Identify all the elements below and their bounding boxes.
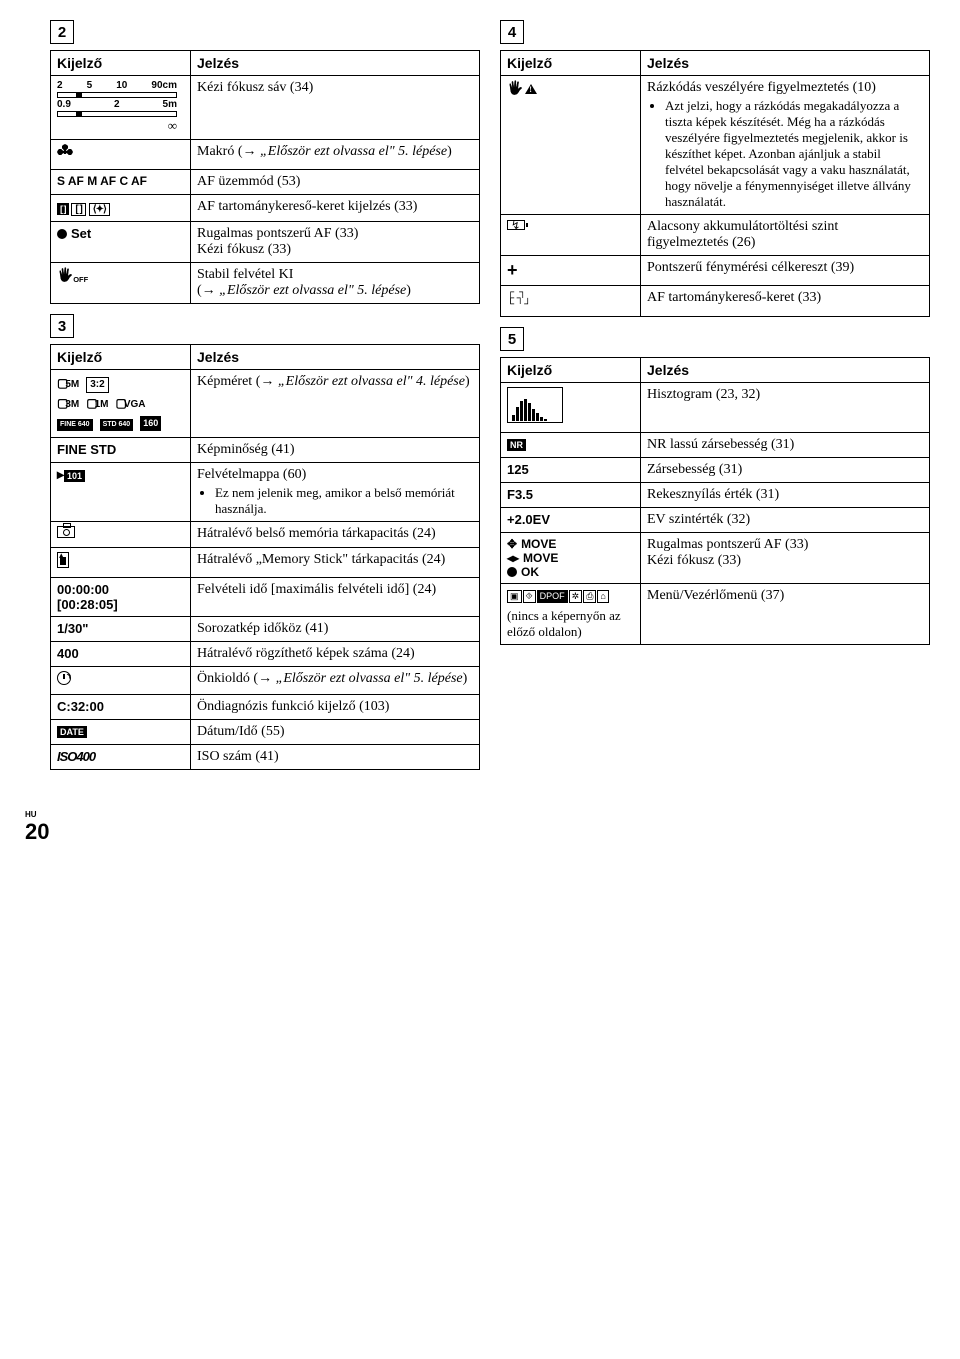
self-timer-icon xyxy=(57,671,71,685)
image-size-icons: 5M 3:2 3M 1M VGA FINE 640 STD 640 160 xyxy=(51,370,191,438)
extra-note: (nincs a képernyőn az előző oldalon) xyxy=(507,608,634,640)
table-row: C:32:00Öndiagnózis funkció kijelző (103) xyxy=(51,694,480,719)
right-column: 4 KijelzőJelzés Rázkódás veszélyére figy… xyxy=(500,20,930,780)
table-section-3: KijelzőJelzés 5M 3:2 3M 1M VGA FINE 640 … xyxy=(50,344,480,770)
af-mode-icon: S AF M AF C AF xyxy=(51,170,191,195)
table-section-4: KijelzőJelzés Rázkódás veszélyére figyel… xyxy=(500,50,930,317)
page-number: HU 20 xyxy=(25,810,930,845)
table-row: Hátralévő „Memory Stick" tárkapacitás (2… xyxy=(51,547,480,577)
table-row: Makró (→ „Először ezt olvassa el" 5. lép… xyxy=(51,140,480,170)
nr-icon: NR xyxy=(507,439,526,451)
section-number-2: 2 xyxy=(50,20,74,44)
table-row: +2.0EVEV szintérték (32) xyxy=(501,508,930,533)
focus-bar-icon: 251090cm 0.925m ∞ xyxy=(57,80,177,134)
table-row: Hátralévő belső memória tárkapacitás (24… xyxy=(51,521,480,547)
af-bracket-icons: [ ] [ ] ⟨✦⟩ xyxy=(57,199,110,215)
table-section-2: KijelzőJelzés 251090cm 0.925m ∞ Kézi fók… xyxy=(50,50,480,304)
internal-memory-icon xyxy=(57,526,75,538)
shake-warning-icon xyxy=(507,80,537,97)
flex-spot-set-icon: Set xyxy=(57,226,91,241)
menu-strip-icon: ▣⯑DPOF✲⎙⌂ xyxy=(507,590,609,603)
table-row: ISO400ISO szám (41) xyxy=(51,744,480,769)
table-row: DATEDátum/Idő (55) xyxy=(51,719,480,744)
table-row: F3.5Rekesznyílás érték (31) xyxy=(501,483,930,508)
table-row: 251090cm 0.925m ∞ Kézi fókusz sáv (34) xyxy=(51,76,480,140)
note-text: Azt jelzi, hogy a rázkódás megakadályozz… xyxy=(665,98,923,210)
table-row: S AF M AF C AF AF üzemmód (53) xyxy=(51,170,480,195)
table-row: +Pontszerű fénymérési célkereszt (39) xyxy=(501,256,930,286)
note-text: Ez nem jelenik meg, amikor a belső memór… xyxy=(215,485,473,517)
table-row: 1/30"Sorozatkép időköz (41) xyxy=(51,616,480,641)
table-row: OFF Stabil felvétel KI (→ „Először ezt o… xyxy=(51,263,480,304)
section-number-3: 3 xyxy=(50,314,74,338)
col-display: Kijelző xyxy=(51,51,191,76)
table-row: Önkioldó (→ „Először ezt olvassa el" 5. … xyxy=(51,666,480,694)
histogram-icon xyxy=(507,387,563,423)
battery-low-icon xyxy=(507,220,525,230)
rec-folder-icon xyxy=(57,468,64,483)
section-number-4: 4 xyxy=(500,20,524,44)
left-column: 2 KijelzőJelzés 251090cm 0.925m ∞ Kézi f… xyxy=(50,20,480,780)
table-row: 5M 3:2 3M 1M VGA FINE 640 STD 640 160 Ké… xyxy=(51,370,480,438)
table-row: 101 Felvételmappa (60) Ez nem jelenik me… xyxy=(51,462,480,521)
table-row: NRNR lassú zársebesség (31) xyxy=(501,433,930,458)
table-row: ▣⯑DPOF✲⎙⌂ (nincs a képernyőn az előző ol… xyxy=(501,584,930,645)
table-row: Rázkódás veszélyére figyelmeztetés (10) … xyxy=(501,76,930,215)
table-row: ✥MOVE ◂▸MOVE OK Rugalmas pontszerű AF (3… xyxy=(501,533,930,584)
table-row: [ ] [ ] ⟨✦⟩ AF tartománykereső-keret kij… xyxy=(51,195,480,222)
date-icon: DATE xyxy=(57,726,87,738)
table-row: 400Hátralévő rögzíthető képek száma (24) xyxy=(51,641,480,666)
table-row: Hisztogram (23, 32) xyxy=(501,383,930,433)
page-columns: 2 KijelzőJelzés 251090cm 0.925m ∞ Kézi f… xyxy=(50,20,930,780)
meaning-text: Kézi fókusz sáv (34) xyxy=(191,76,480,140)
memory-stick-icon xyxy=(57,552,69,568)
move-ok-icons: ✥MOVE ◂▸MOVE OK xyxy=(501,533,641,584)
table-row: Set Rugalmas pontszerű AF (33) Kézi fóku… xyxy=(51,222,480,263)
table-row: 00:00:00 [00:28:05]Felvételi idő [maximá… xyxy=(51,577,480,616)
col-meaning: Jelzés xyxy=(191,51,480,76)
table-row: 125Zársebesség (31) xyxy=(501,458,930,483)
table-section-5: KijelzőJelzés Hisztogram (23, 32) NRNR l… xyxy=(500,357,930,645)
table-row: Alacsony akkumulátortöltési szint figyel… xyxy=(501,215,930,256)
table-row: FINE STDKépminőség (41) xyxy=(51,437,480,462)
steadyshot-off-icon: OFF xyxy=(57,271,88,281)
af-frame-corners-icon: ┌ ┐┌ ┐└ ┘ xyxy=(507,290,531,308)
section-number-5: 5 xyxy=(500,327,524,351)
table-row: ┌ ┐┌ ┐└ ┘ AF tartománykereső-keret (33) xyxy=(501,286,930,317)
macro-flower-icon xyxy=(57,144,73,160)
